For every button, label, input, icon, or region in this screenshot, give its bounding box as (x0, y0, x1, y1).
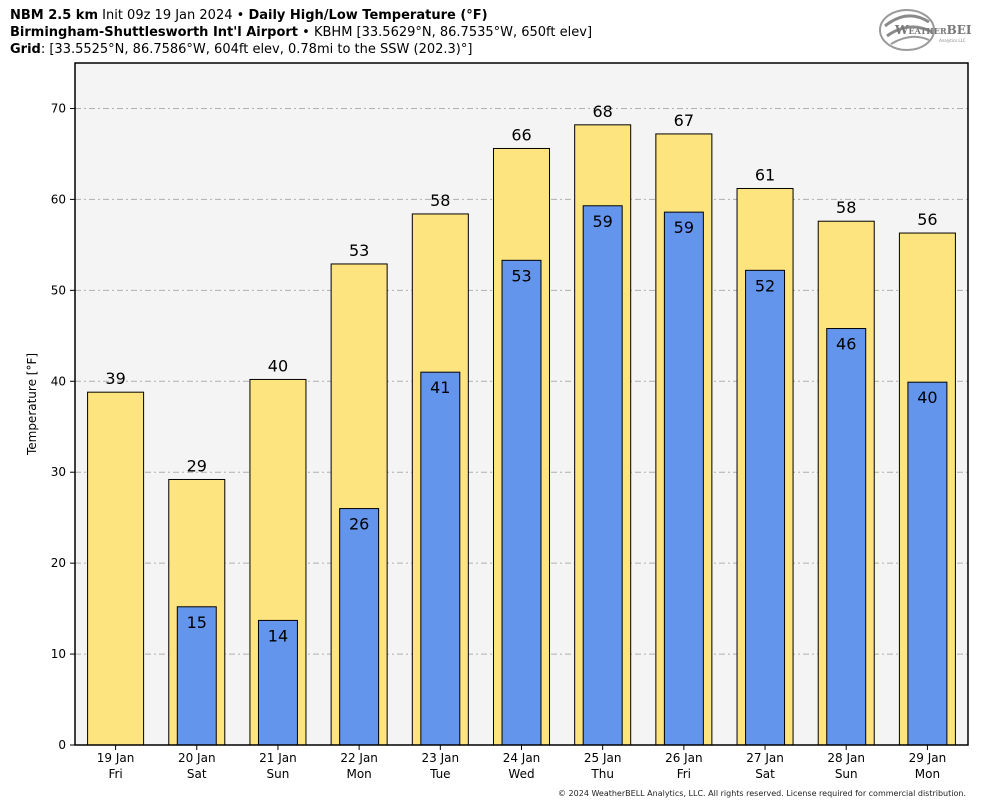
x-tick-label-day: Sat (755, 767, 775, 781)
low-temp-bar (420, 371, 461, 746)
low-temp-bar (745, 269, 786, 746)
station-details: KBHM [33.5629°N, 86.7535°W, 650ft elev] (313, 25, 593, 40)
x-tick-label-day: Thu (590, 767, 614, 781)
high-temp-label: 61 (755, 165, 775, 184)
high-temp-label: 53 (349, 241, 369, 260)
low-temp-bar (339, 508, 380, 746)
low-temp-label: 53 (511, 266, 531, 285)
x-tick-label-date: 29 Jan (909, 751, 947, 765)
low-temp-label: 59 (593, 212, 613, 231)
y-tick-label: 70 (51, 101, 66, 115)
high-temp-label: 58 (836, 198, 856, 217)
low-temp-label: 26 (349, 515, 369, 534)
low-temp-bar (257, 619, 298, 746)
station-name: Birmingham-Shuttlesworth Int'l Airport (10, 25, 299, 40)
y-tick-label: 50 (51, 283, 66, 297)
grid-details: : [33.5525°N, 86.7586°W, 604ft elev, 0.7… (40, 42, 473, 57)
y-tick-label: 40 (51, 374, 66, 388)
low-temp-label: 59 (674, 218, 694, 237)
low-temp-label: 46 (836, 335, 856, 354)
high-temp-label: 67 (674, 111, 694, 130)
x-tick-label-day: Sun (835, 767, 858, 781)
separator: • (236, 8, 245, 23)
x-tick-label-date: 20 Jan (178, 751, 216, 765)
separator: • (302, 25, 310, 40)
low-temp-label: 40 (917, 388, 937, 407)
header-line-3: Grid: [33.5525°N, 86.7586°W, 604ft elev,… (10, 41, 472, 58)
x-tick-label-date: 27 Jan (746, 751, 784, 765)
weatherbell-logo: WEATHERBELL Analytics LLC (879, 9, 971, 51)
x-tick-label-day: Sun (267, 767, 290, 781)
low-temp-label: 41 (430, 378, 450, 397)
copyright-notice: © 2024 WeatherBELL Analytics, LLC. All r… (558, 789, 966, 798)
y-tick-label: 60 (51, 192, 66, 206)
x-tick-label-day: Sat (187, 767, 207, 781)
logo-text-b: EATHER (908, 26, 946, 36)
high-temp-label: 56 (917, 210, 937, 229)
y-tick-label: 0 (58, 738, 66, 752)
logo-text-c: BELL (947, 23, 971, 37)
header-line-2: Birmingham-Shuttlesworth Int'l Airport •… (10, 24, 592, 41)
model-name: NBM 2.5 km (10, 8, 98, 23)
low-temp-label: 52 (755, 276, 775, 295)
x-tick-label-day: Tue (429, 767, 451, 781)
x-tick-label-date: 21 Jan (259, 751, 297, 765)
y-tick-label: 10 (51, 647, 66, 661)
low-temp-bar (501, 259, 542, 746)
x-tick-label-day: Fri (108, 767, 122, 781)
high-temp-label: 58 (430, 191, 450, 210)
init-time: Init 09z 19 Jan 2024 (102, 8, 233, 23)
high-temp-label: 40 (268, 356, 288, 375)
high-temp-label: 68 (593, 102, 613, 121)
x-tick-label-day: Wed (508, 767, 534, 781)
low-temp-bar (582, 205, 623, 746)
y-tick-label: 30 (51, 465, 66, 479)
logo-subtext: Analytics LLC (939, 38, 966, 43)
x-tick-label-date: 19 Jan (97, 751, 135, 765)
svg-text:WEATHERBELL: WEATHERBELL (894, 23, 971, 37)
high-temp-label: 39 (105, 369, 125, 388)
logo-text-a: W (894, 23, 909, 37)
x-tick-label-day: Mon (915, 767, 940, 781)
x-tick-label-date: 26 Jan (665, 751, 703, 765)
y-axis-label: Temperature [°F] (25, 353, 39, 456)
low-temp-bar (176, 606, 217, 746)
low-temp-bar (907, 381, 948, 746)
high-temp-label: 66 (511, 125, 531, 144)
low-temp-bar (826, 328, 867, 746)
grid-label: Grid (10, 42, 41, 57)
high-temp-bar (87, 391, 145, 746)
low-temp-label: 15 (187, 613, 207, 632)
high-temp-label: 29 (187, 456, 207, 475)
x-tick-label-day: Fri (677, 767, 691, 781)
x-tick-label-date: 25 Jan (584, 751, 622, 765)
low-temp-bar (663, 211, 704, 746)
x-tick-label-date: 23 Jan (422, 751, 460, 765)
x-tick-label-date: 24 Jan (503, 751, 541, 765)
y-tick-label: 20 (51, 556, 66, 570)
plot-frame (74, 62, 969, 746)
x-tick-label-date: 28 Jan (827, 751, 865, 765)
header-line-1: NBM 2.5 km Init 09z 19 Jan 2024 • Daily … (10, 7, 488, 24)
x-tick-label-date: 22 Jan (340, 751, 378, 765)
low-temp-label: 14 (268, 626, 288, 645)
product-title: Daily High/Low Temperature (°F) (248, 8, 488, 23)
x-tick-label-day: Mon (346, 767, 371, 781)
